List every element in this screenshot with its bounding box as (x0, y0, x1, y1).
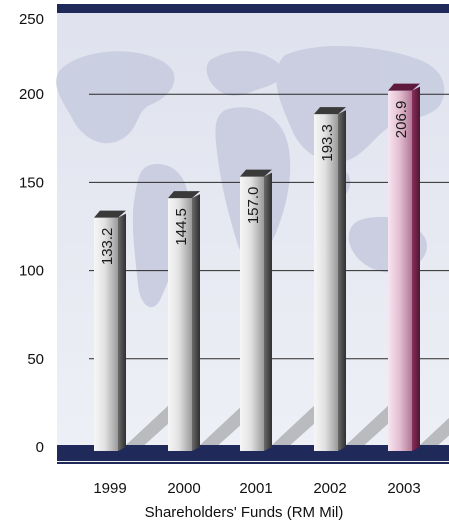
y-tick-label: 50 (27, 351, 44, 368)
bar-value-label: 193.3 (319, 124, 336, 162)
bar-2003: 206.9 (388, 83, 420, 451)
y-tick-label: 100 (19, 263, 44, 280)
x-axis-label: Shareholders' Funds (RM Mil) (145, 504, 344, 521)
x-tick-label: 2002 (313, 480, 346, 497)
bottom-rule (57, 462, 449, 464)
y-axis-ticks: 0 50 100 150 200 250 (19, 11, 44, 456)
bar-front-face (314, 114, 338, 451)
bar-side-face (192, 194, 200, 451)
bar-2002: 193.3 (314, 107, 346, 451)
bar-top-cap (388, 83, 420, 91)
bar-top-cap (94, 210, 126, 218)
bottom-band (57, 445, 449, 461)
bar-value-label: 133.2 (99, 228, 116, 266)
x-tick-label: 1999 (93, 480, 126, 497)
top-band (57, 4, 449, 13)
bar-front-face (388, 90, 412, 451)
y-tick-label: 200 (19, 86, 44, 103)
bar-top-cap (168, 191, 200, 199)
bar-2001: 157.0 (240, 169, 272, 451)
bar-value-label: 144.5 (173, 208, 190, 246)
x-tick-label: 2003 (387, 480, 420, 497)
bar-side-face (338, 110, 346, 451)
bar-side-face (412, 86, 420, 451)
y-tick-label: 150 (19, 174, 44, 191)
bar-front-face (168, 198, 192, 451)
baseline-band (57, 4, 449, 464)
bar-top-cap (314, 107, 346, 115)
y-tick-label: 0 (36, 439, 44, 456)
bar-1999: 133.2 (94, 210, 126, 451)
bar-value-label: 206.9 (393, 101, 410, 139)
bar-top-cap (240, 169, 272, 177)
x-tick-label: 2000 (167, 480, 200, 497)
bar-value-label: 157.0 (245, 187, 262, 225)
bar-side-face (264, 172, 272, 451)
bar-2000: 144.5 (168, 191, 200, 451)
y-tick-label: 250 (19, 11, 44, 28)
bar-shadow (420, 417, 449, 449)
bars: 133.2 144.5 157.0 193.3 206.9 (94, 83, 420, 451)
x-tick-label: 2001 (239, 480, 272, 497)
x-axis-ticks: 1999 2000 2001 2002 2003 (93, 480, 420, 497)
bar-front-face (240, 176, 264, 451)
bar-side-face (118, 213, 126, 451)
bar-front-face (94, 217, 118, 451)
